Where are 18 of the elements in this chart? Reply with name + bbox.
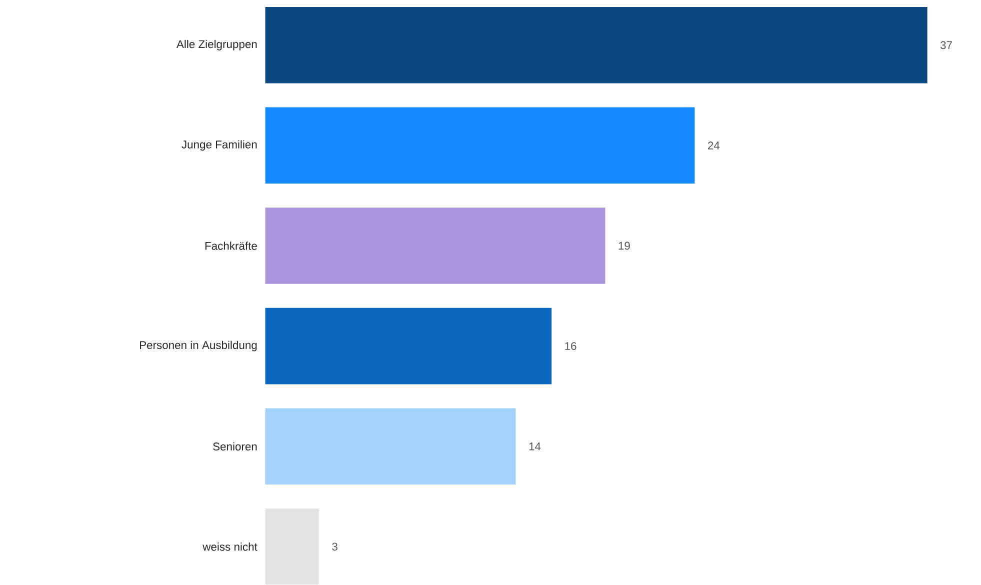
bar	[265, 508, 319, 585]
y-tick-label: Senioren	[213, 442, 257, 451]
bar	[265, 208, 606, 284]
data-label: 3	[332, 542, 338, 551]
bar	[265, 408, 516, 485]
data-label: 24	[708, 142, 720, 150]
bar	[265, 7, 928, 84]
y-tick-label: Junge Familien	[182, 140, 257, 151]
data-label: 16	[565, 342, 576, 350]
y-tick-label: Personen in Ausbildung	[140, 340, 257, 352]
bar	[265, 107, 695, 184]
data-label: 19	[618, 242, 630, 250]
data-label: 37	[940, 41, 952, 50]
y-tick-label: Fachkräfte	[205, 242, 257, 250]
y-tick-label: Alle Zielgruppen	[176, 40, 257, 50]
bar	[265, 308, 552, 384]
data-label: 14	[529, 442, 541, 450]
y-tick-label: weiss nicht	[202, 542, 258, 551]
